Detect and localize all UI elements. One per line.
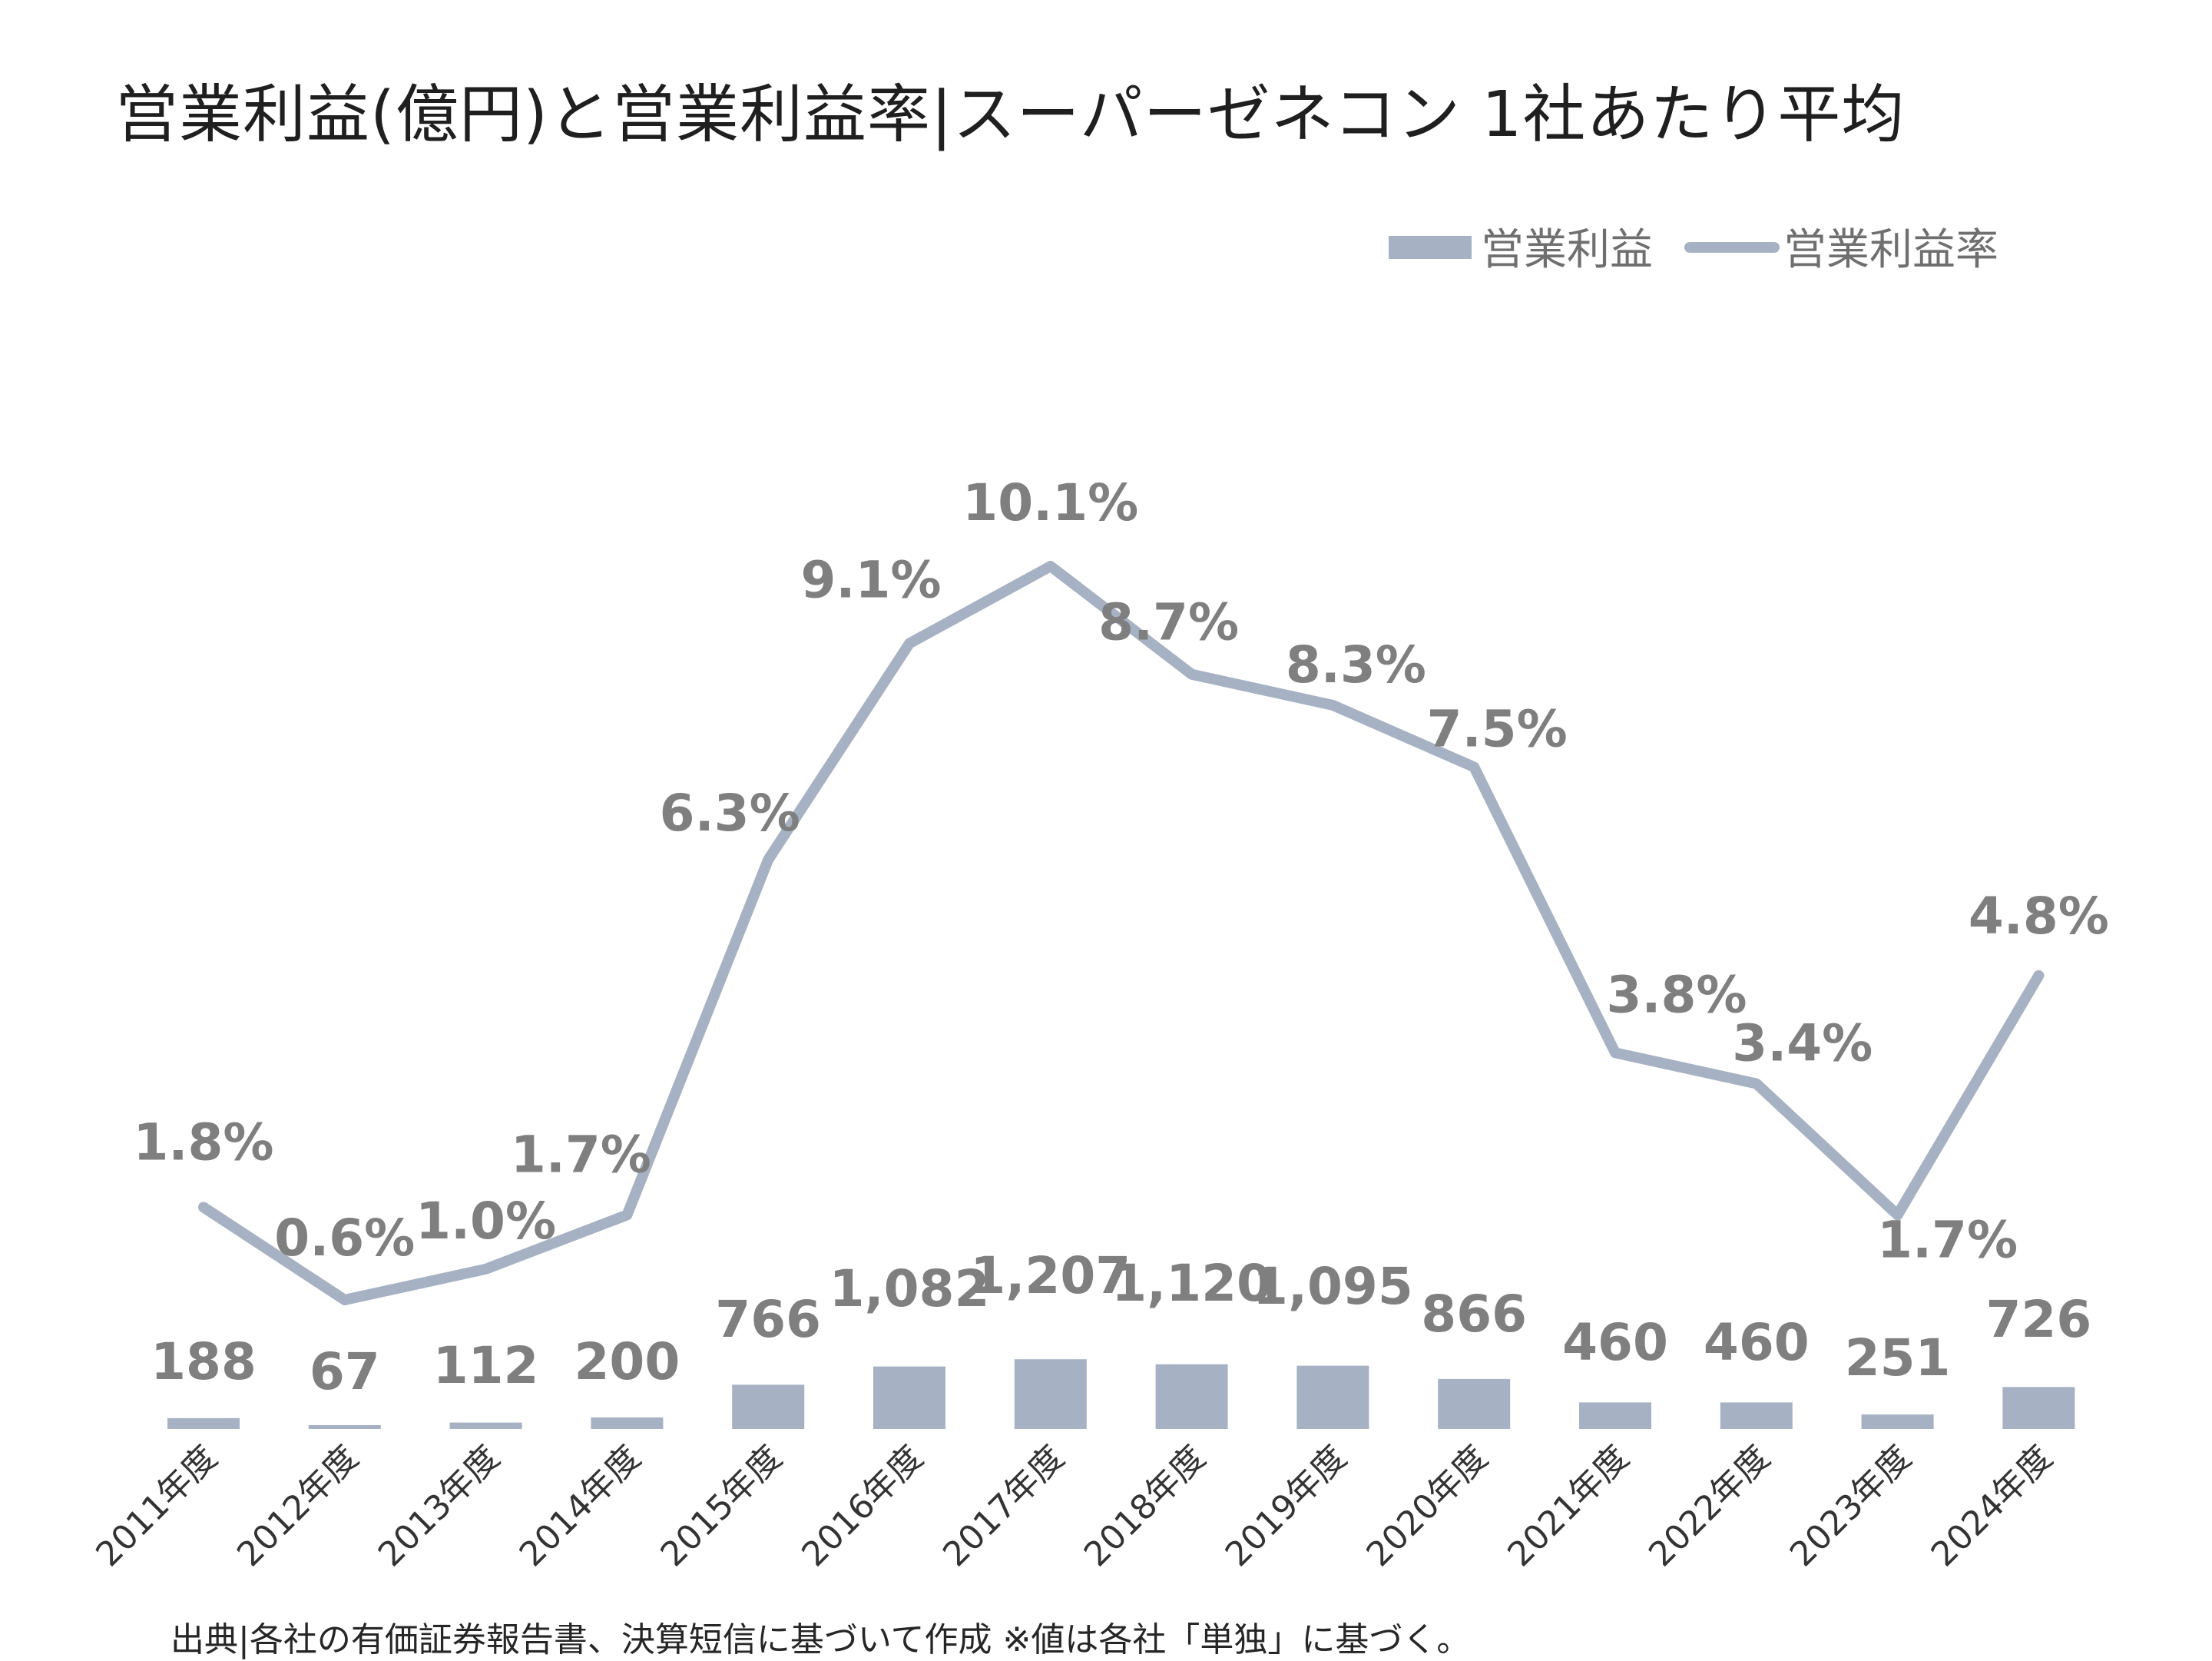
- bar-value-label: 1,082: [830, 1259, 990, 1318]
- bar: [1579, 1402, 1651, 1429]
- rate-point: [626, 1214, 628, 1216]
- rate-value-label: 10.1%: [962, 473, 1138, 532]
- chart-title: 営業利益(億円)と営業利益率|スーパーゼネコン 1社あたり平均: [115, 78, 1906, 151]
- rate-value-label: 3.4%: [1732, 1014, 1873, 1073]
- bar: [1296, 1365, 1369, 1429]
- bar-value-label: 188: [151, 1332, 257, 1391]
- x-tick-label: 2016年度: [794, 1438, 930, 1574]
- rate-point: [1332, 704, 1334, 706]
- x-tick-label: 2019年度: [1218, 1438, 1354, 1574]
- legend-label-line: 営業利益率: [1783, 225, 1998, 275]
- rate-value-label: 0.6%: [274, 1208, 415, 1268]
- rate-point: [203, 1206, 204, 1208]
- bar-value-label: 866: [1421, 1285, 1527, 1344]
- bar-value-label: 251: [1845, 1328, 1951, 1387]
- x-tick-label: 2022年度: [1641, 1438, 1777, 1574]
- rate-point: [343, 1299, 346, 1301]
- x-tick-label: 2024年度: [1924, 1438, 2060, 1574]
- rate-point: [485, 1268, 487, 1270]
- x-tick-label: 2012年度: [230, 1438, 366, 1574]
- bar: [1014, 1359, 1087, 1429]
- bar-value-label: 200: [575, 1332, 680, 1391]
- rate-point: [909, 642, 910, 645]
- rate-line: [198, 561, 2045, 1305]
- rate-value-label: 1.7%: [511, 1125, 651, 1184]
- rate-value-label: 3.8%: [1606, 965, 1747, 1024]
- bar: [1720, 1402, 1793, 1429]
- x-tick-label: 2011年度: [88, 1438, 224, 1574]
- bar: [1861, 1414, 1934, 1429]
- bar: [449, 1422, 522, 1429]
- legend: 営業利益 営業利益率: [1389, 225, 1998, 275]
- bar: [732, 1384, 805, 1429]
- bar-series: [167, 1359, 2075, 1429]
- rate-point: [1049, 565, 1051, 567]
- x-tick-label: 2014年度: [512, 1438, 648, 1574]
- x-tick-label: 2013年度: [371, 1438, 507, 1574]
- bar: [873, 1366, 945, 1429]
- x-tick-label: 2023年度: [1783, 1438, 1919, 1574]
- x-axis: 2011年度 2012年度 2013年度 2014年度 2015年度 2016年度 2017…: [88, 1438, 2060, 1574]
- x-tick-label: 2018年度: [1077, 1438, 1213, 1574]
- rate-value-label: 4.8%: [1969, 887, 2109, 946]
- rate-value-label: 6.3%: [660, 784, 800, 843]
- rate-point: [1755, 1082, 1757, 1085]
- bar-value-label: 460: [1562, 1313, 1668, 1372]
- x-tick-label: 2017年度: [935, 1438, 1071, 1574]
- rate-point: [1473, 766, 1475, 768]
- bar: [2002, 1387, 2075, 1429]
- bar-value-label: 1,207: [970, 1246, 1131, 1305]
- bar: [167, 1417, 240, 1429]
- x-tick-label: 2015年度: [654, 1438, 790, 1574]
- rate-point: [1614, 1052, 1616, 1054]
- rate-point: [767, 859, 770, 860]
- x-tick-label: 2021年度: [1500, 1438, 1636, 1574]
- bar-value-label: 460: [1704, 1313, 1810, 1372]
- bar-value-label: 726: [1986, 1290, 2092, 1349]
- rate-value-label: 1.0%: [416, 1192, 556, 1251]
- rate-value-label: 1.7%: [1877, 1210, 2018, 1269]
- bar: [1438, 1378, 1511, 1429]
- bar-value-label: 1,095: [1253, 1257, 1413, 1316]
- rate-value-label: 8.3%: [1286, 635, 1426, 695]
- bar: [1155, 1364, 1228, 1429]
- bar-value-label: 112: [433, 1336, 539, 1395]
- rate-point: [1896, 1214, 1899, 1216]
- bar: [591, 1417, 664, 1429]
- bar: [308, 1424, 381, 1429]
- legend-swatch-bar: [1389, 236, 1472, 259]
- rate-value-label: 9.1%: [800, 551, 941, 610]
- rate-value-label: 1.8%: [133, 1112, 273, 1172]
- rate-point: [1190, 673, 1193, 675]
- legend-label-bar: 営業利益: [1481, 225, 1653, 275]
- bar-value-label: 1,120: [1111, 1254, 1272, 1313]
- rate-point: [2038, 974, 2040, 976]
- line-series: [198, 561, 2045, 1305]
- x-tick-label: 2020年度: [1359, 1438, 1495, 1574]
- bar-value-label: 766: [715, 1290, 821, 1349]
- rate-value-label: 7.5%: [1427, 699, 1568, 758]
- rate-value-label: 8.7%: [1098, 593, 1239, 652]
- source-note: 出典|各社の有価証券報告書、決算短信に基づいて作成 ※値は各社「単独」に基づく。: [171, 1620, 1471, 1659]
- bar-value-label: 67: [310, 1342, 380, 1401]
